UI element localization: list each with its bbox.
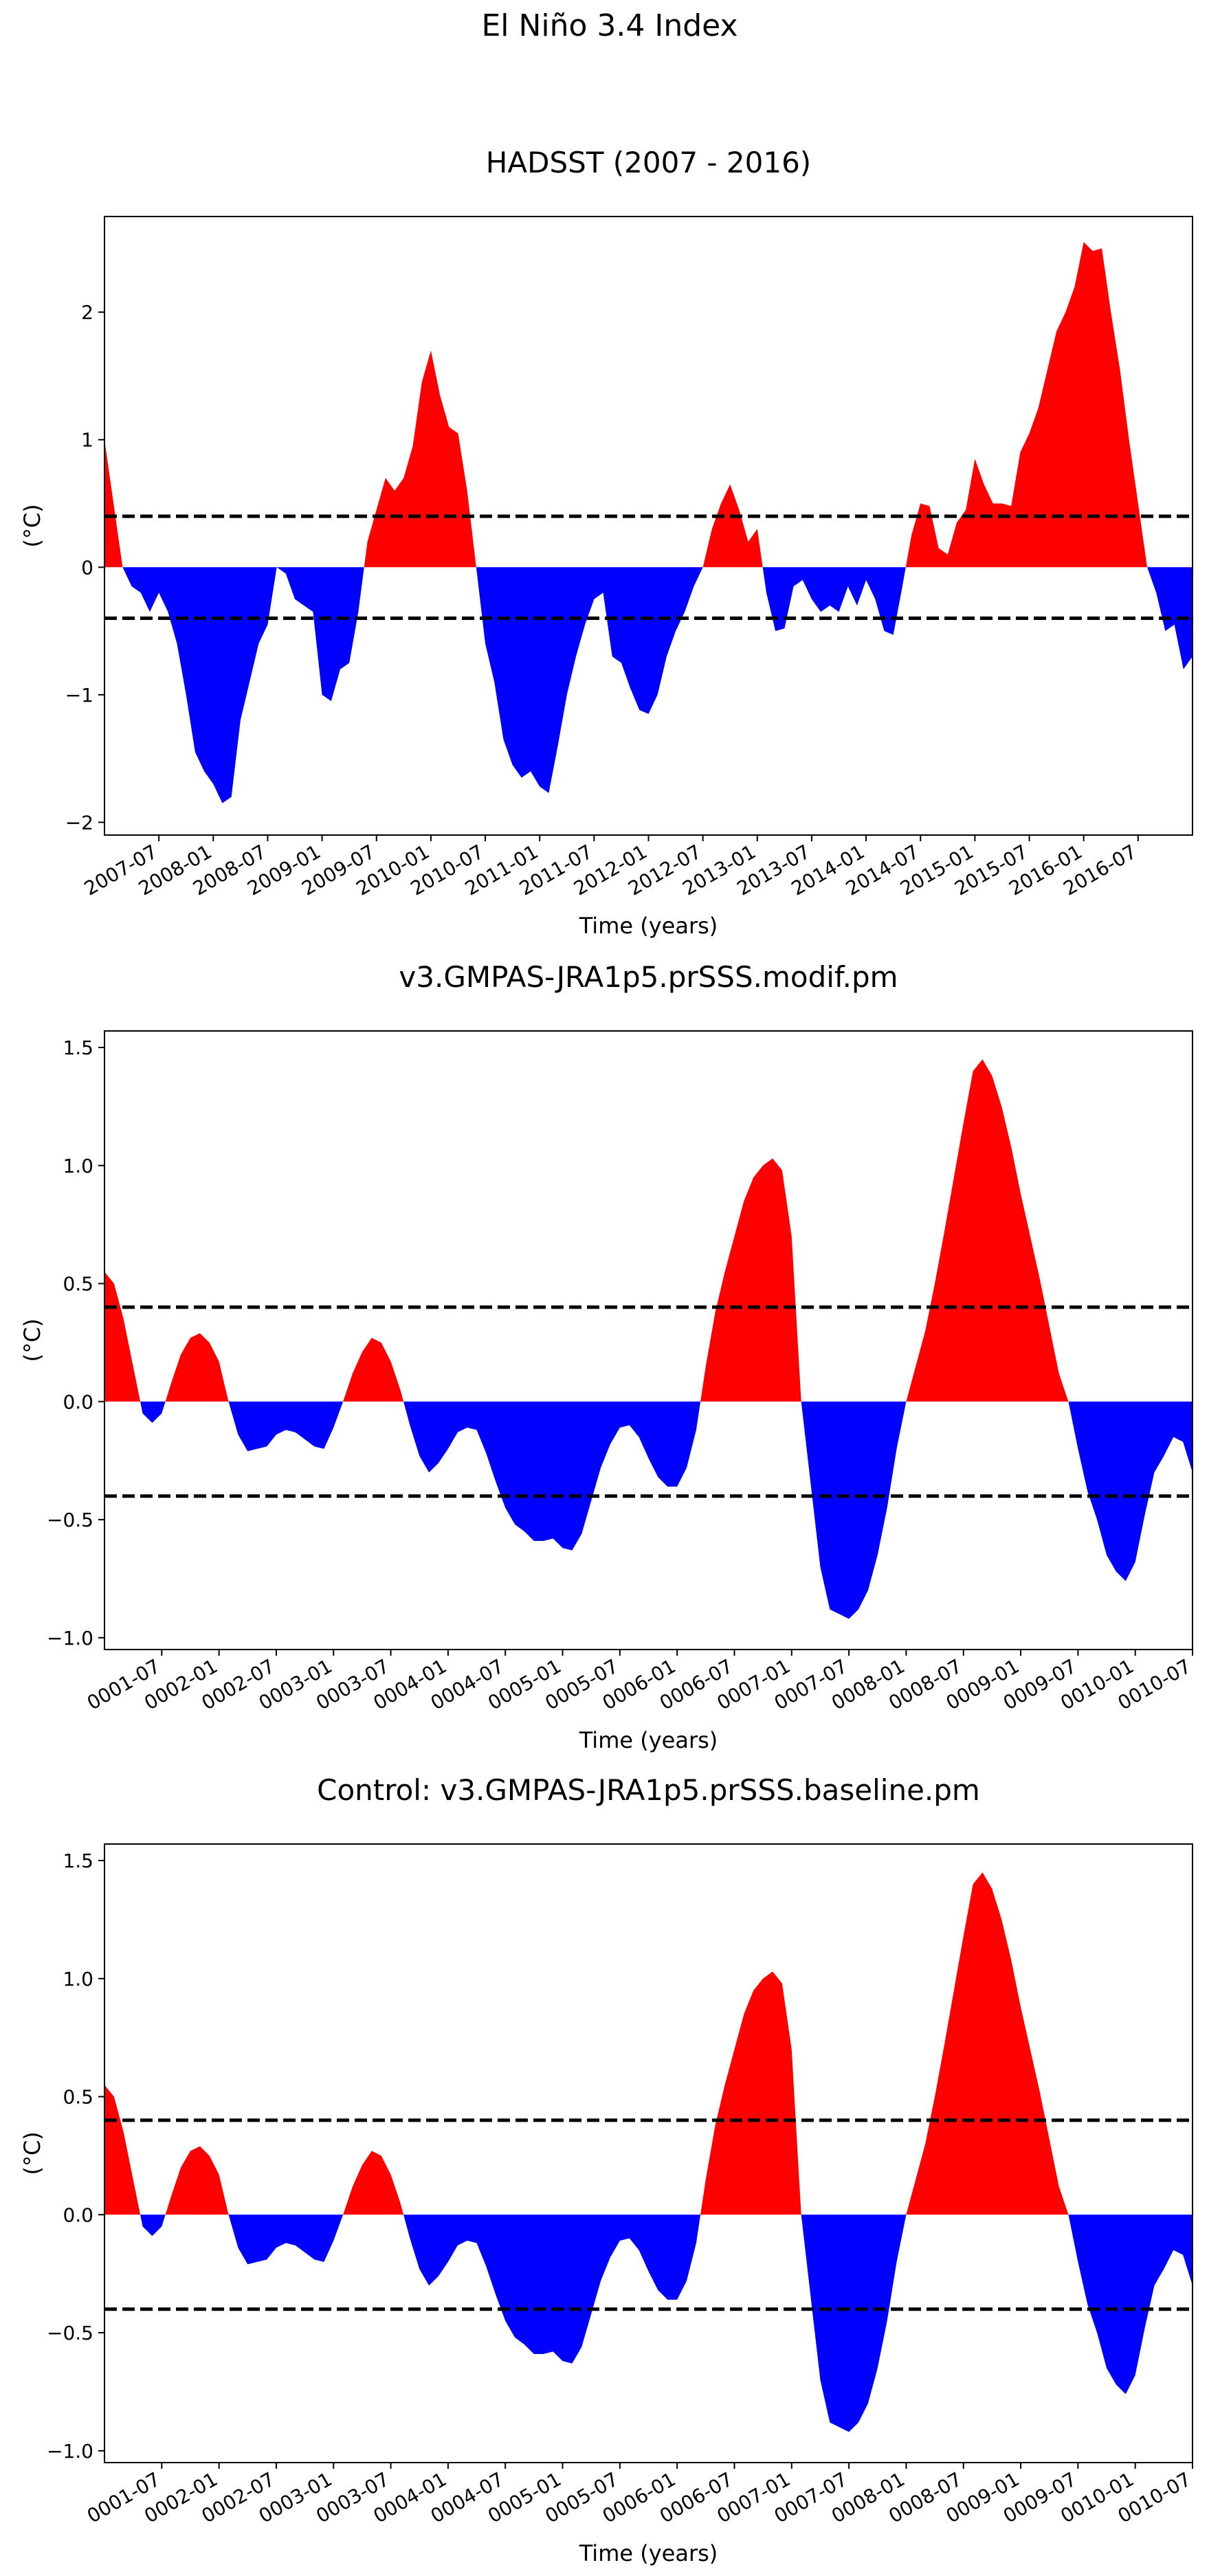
y-tick-label: 0.5 [63, 2086, 93, 2109]
area-fills [104, 1059, 1193, 1619]
y-tick-label: 0.5 [63, 1273, 93, 1296]
y-axis-label: (°C) [19, 2131, 45, 2175]
x-axis-label: Time (years) [579, 1727, 718, 1753]
y-tick-label: 1 [81, 429, 93, 452]
y-tick-label: −1.0 [47, 2440, 93, 2463]
y-tick-label: 1.0 [63, 1155, 93, 1177]
y-axis-label: (°C) [19, 504, 45, 547]
negative-anomaly-area [104, 1401, 1193, 1619]
positive-anomaly-area [104, 242, 1193, 568]
negative-anomaly-area [104, 567, 1193, 803]
y-tick-label: 1.5 [63, 1036, 93, 1059]
negative-anomaly-area [104, 2214, 1193, 2432]
y-tick-label: −1.0 [47, 1627, 93, 1650]
chart-title: Control: v3.GMPAS-JRA1p5.prSSS.baseline.… [317, 1773, 980, 1807]
y-tick-label: −1 [65, 684, 93, 707]
y-tick-label: 1.0 [63, 1968, 93, 1990]
positive-anomaly-area [104, 1059, 1193, 1402]
figure-title: El Niño 3.4 Index [481, 8, 737, 43]
positive-anomaly-area [104, 1872, 1193, 2215]
y-tick-label: 1.5 [63, 1850, 93, 1872]
area-fills [104, 242, 1193, 803]
x-axis-label: Time (years) [579, 2540, 718, 2566]
chart-title: HADSST (2007 - 2016) [486, 146, 811, 179]
area-fills [104, 1872, 1193, 2432]
y-tick-label: −0.5 [47, 2322, 93, 2344]
chart-title: v3.GMPAS-JRA1p5.prSSS.modif.pm [399, 960, 898, 994]
axes-frame [104, 1030, 1193, 1650]
y-tick-label: 0.0 [63, 1390, 93, 1413]
y-tick-label: −0.5 [47, 1509, 93, 1531]
x-axis-label: Time (years) [579, 913, 718, 939]
y-tick-label: 0 [81, 556, 93, 579]
y-tick-label: 0.0 [63, 2203, 93, 2226]
y-tick-label: −2 [65, 811, 93, 834]
y-tick-label: 2 [81, 301, 93, 324]
y-axis-label: (°C) [19, 1318, 45, 1362]
axes-frame [104, 1843, 1193, 2463]
